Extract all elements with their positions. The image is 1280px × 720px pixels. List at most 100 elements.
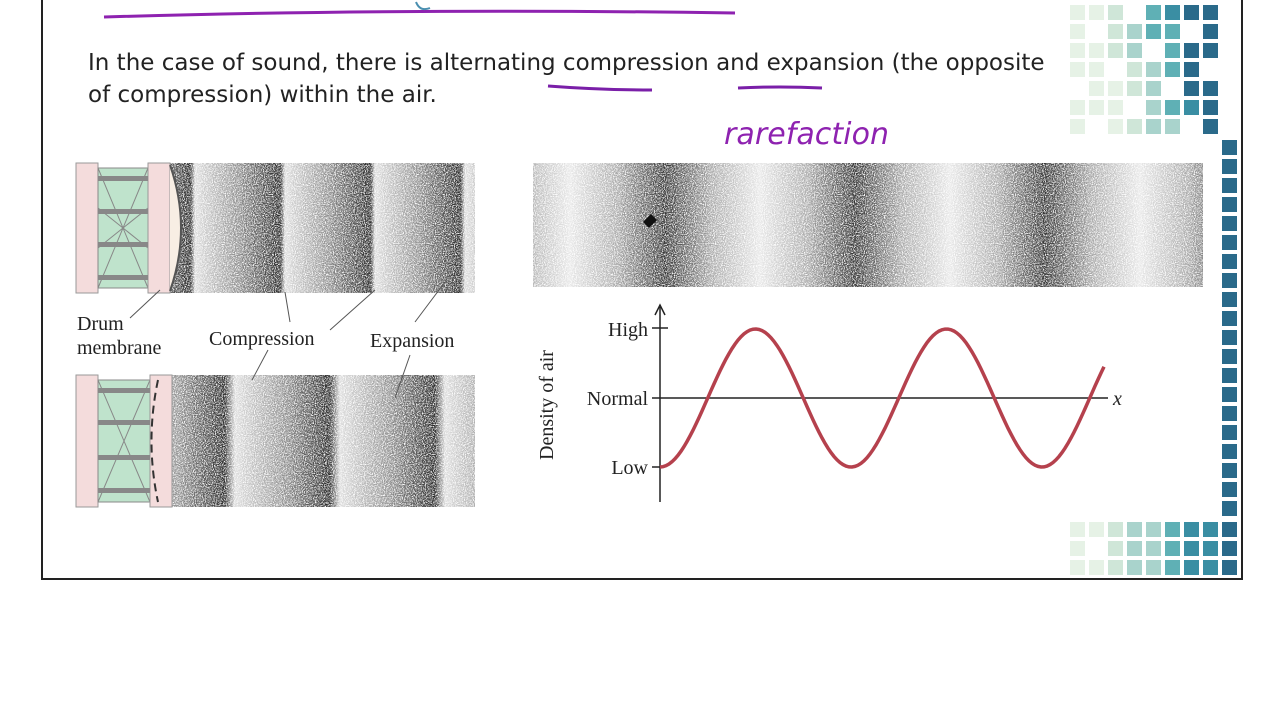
underline — [737, 85, 823, 90]
deco-square — [1127, 43, 1142, 58]
deco-square — [1108, 43, 1123, 58]
deco-square — [1165, 560, 1180, 575]
leader-lines — [129, 281, 446, 399]
deco-square — [1222, 216, 1237, 231]
deco-square — [1203, 81, 1218, 96]
deco-square — [1108, 81, 1123, 96]
deco-square — [1127, 24, 1142, 39]
deco-square — [1070, 5, 1085, 20]
deco-square — [1089, 62, 1104, 77]
deco-square — [1070, 62, 1085, 77]
deco-square — [1146, 541, 1161, 556]
deco-square — [1108, 541, 1123, 556]
deco-square — [1203, 43, 1218, 58]
air-speckle — [533, 163, 1203, 287]
deco-square — [1165, 5, 1180, 20]
deco-square — [1203, 5, 1218, 20]
deco-square — [1203, 119, 1218, 134]
deco-square — [1203, 522, 1218, 537]
ink-mark — [415, 1, 431, 11]
deco-square — [1108, 522, 1123, 537]
deco-square — [1222, 330, 1237, 345]
cursor — [643, 214, 657, 228]
ink-line — [103, 9, 736, 19]
level-label: Normal — [587, 388, 649, 410]
deco-square — [1089, 43, 1104, 58]
deco-square — [1070, 43, 1085, 58]
deco-square — [1222, 482, 1237, 497]
deco-square — [1184, 541, 1199, 556]
deco-square — [1184, 522, 1199, 537]
deco-square — [1203, 100, 1218, 115]
deco-square — [1222, 541, 1237, 556]
deco-square — [1222, 292, 1237, 307]
deco-square — [1222, 425, 1237, 440]
figure-label: Drum — [77, 313, 124, 335]
deco-square — [1222, 159, 1237, 174]
deco-square — [1222, 349, 1237, 364]
deco-square — [1146, 522, 1161, 537]
deco-square — [1165, 24, 1180, 39]
density-curve — [659, 327, 1106, 469]
deco-square — [1165, 541, 1180, 556]
deco-square — [1222, 311, 1237, 326]
deco-square — [1146, 560, 1161, 575]
deco-square — [1222, 463, 1237, 478]
deco-square — [1184, 62, 1199, 77]
figure-label: membrane — [77, 337, 162, 359]
deco-square — [1203, 560, 1218, 575]
deco-square — [1127, 81, 1142, 96]
deco-square — [1222, 254, 1237, 269]
deco-square — [1089, 5, 1104, 20]
deco-square — [1184, 560, 1199, 575]
level-label: Low — [611, 457, 648, 479]
deco-square — [1070, 119, 1085, 134]
body-text: In the case of sound, there is alternati… — [88, 50, 1045, 76]
deco-square — [1184, 81, 1199, 96]
deco-square — [1222, 406, 1237, 421]
deco-square — [1222, 140, 1237, 155]
deco-square — [1165, 522, 1180, 537]
deco-square — [1222, 501, 1237, 516]
deco-square — [1222, 197, 1237, 212]
deco-square — [1165, 62, 1180, 77]
deco-square — [1222, 387, 1237, 402]
decorative-squares — [1070, 5, 1237, 575]
deco-square — [1146, 24, 1161, 39]
deco-square — [1108, 119, 1123, 134]
deco-square — [1089, 522, 1104, 537]
deco-square — [1184, 100, 1199, 115]
deco-square — [1203, 541, 1218, 556]
deco-square — [1070, 541, 1085, 556]
deco-square — [1070, 100, 1085, 115]
deco-square — [1127, 541, 1142, 556]
deco-square — [1127, 560, 1142, 575]
deco-square — [1108, 5, 1123, 20]
deco-square — [1146, 119, 1161, 134]
deco-square — [1070, 560, 1085, 575]
deco-square — [1222, 235, 1237, 250]
deco-square — [1089, 81, 1104, 96]
figure-label: Compression — [209, 328, 315, 350]
air-speckle — [172, 375, 475, 507]
deco-square — [1127, 62, 1142, 77]
deco-square — [1089, 100, 1104, 115]
deco-square — [1165, 43, 1180, 58]
graph-axes — [652, 303, 1108, 502]
deco-square — [1146, 81, 1161, 96]
deco-square — [1108, 24, 1123, 39]
deco-square — [1146, 100, 1161, 115]
deco-square — [1222, 560, 1237, 575]
deco-square — [1108, 100, 1123, 115]
handwritten-note: rarefaction — [724, 117, 889, 152]
drum — [75, 374, 173, 508]
deco-square — [1165, 119, 1180, 134]
deco-square — [1146, 5, 1161, 20]
deco-square — [1222, 178, 1237, 193]
body-text: of compression) within the air. — [88, 82, 437, 108]
deco-square — [1184, 43, 1199, 58]
deco-square — [1108, 560, 1123, 575]
deco-square — [1089, 560, 1104, 575]
